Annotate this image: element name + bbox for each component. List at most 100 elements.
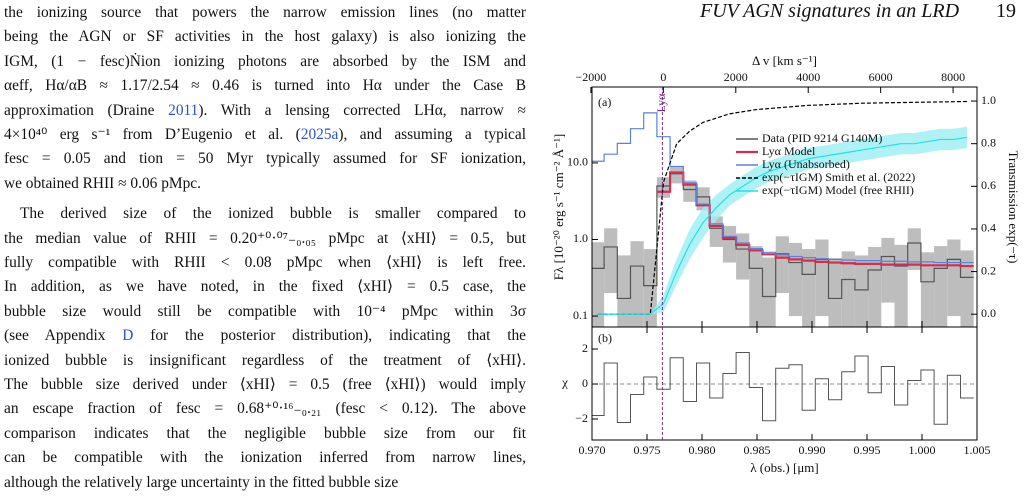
text-line: In addition, as we have noted, in the fi… — [4, 278, 526, 296]
y-tick-label: 0 — [582, 376, 588, 390]
text-line: fesc = 0.05 and tion = 50 Myr typically … — [4, 150, 526, 168]
y2-tick-label: 0.0 — [981, 306, 996, 320]
error-band — [670, 166, 684, 184]
panel-a-plot — [592, 100, 974, 327]
text-segment: (see Appendix — [4, 327, 123, 345]
error-band — [854, 255, 869, 327]
panel-label: (a) — [598, 95, 611, 109]
x2-tick-label: 6000 — [869, 70, 893, 84]
x-tick-label: 0.995 — [854, 443, 881, 457]
x-tick-label: 1.000 — [909, 443, 936, 457]
y-tick-label: 2 — [582, 341, 588, 355]
x-tick-label: 0.990 — [799, 443, 826, 457]
error-band — [947, 239, 961, 317]
text-line: approximation (Draine 2011). With a lens… — [4, 101, 526, 121]
legend-label: Lyα (Unabsorbed) — [762, 157, 850, 171]
legend-label: Lyα Model — [762, 144, 816, 158]
text-line: we obtained RHII ≈ 0.06 pMpc. — [4, 174, 201, 192]
y2-tick-label: 1.0 — [981, 93, 996, 107]
legend-label: Data (PID 9214 G140M) — [762, 131, 882, 145]
error-band — [881, 237, 895, 303]
x2-tick-label: 4000 — [796, 70, 820, 84]
text-segment: 4×10⁴⁰ erg s⁻¹ from D’Eugenio et al. ( — [4, 126, 301, 143]
series-line — [597, 136, 968, 315]
text-line: an escape fraction of fesc = 0.68⁺⁰·¹⁶₋₀… — [4, 400, 526, 418]
error-band — [815, 239, 829, 317]
x-tick-label: 0.980 — [689, 443, 716, 457]
text-line: bubble size would still be compatible wi… — [4, 302, 526, 320]
y-tick-label: 1.0 — [573, 231, 588, 245]
error-band — [960, 250, 974, 327]
running-title: FUV AGN signatures in an LRD — [700, 0, 960, 22]
series-line — [592, 352, 974, 425]
x2-tick-label: −2000 — [576, 70, 607, 84]
x2-tick-label: 2000 — [724, 70, 748, 84]
legend-label: exp(−τIGM) Model (free RHII) — [762, 183, 914, 197]
text-line: 4×10⁴⁰ erg s⁻¹ from D’Eugenio et al. (20… — [4, 125, 526, 145]
text-line: ionized bubble is insignificant regardle… — [4, 351, 526, 369]
y2-tick-label: 0.2 — [981, 263, 996, 277]
y-tick-label: 10.0 — [567, 155, 588, 169]
panel-b-frame — [591, 326, 978, 441]
x2-tick-label: 8000 — [941, 70, 965, 84]
text-line: comparison indicates that the negligible… — [4, 424, 526, 442]
text-line: (see Appendix D for the posterior distri… — [4, 326, 526, 346]
error-band — [683, 180, 697, 202]
x-tick-label: 1.005 — [964, 443, 991, 457]
error-band — [643, 249, 657, 327]
text-segment: for the posterior distribution), indicat… — [133, 327, 526, 345]
error-band — [722, 226, 737, 263]
x-tick-label: 0.985 — [744, 443, 771, 457]
series-line — [592, 112, 974, 264]
y-tick-label: 0.1 — [573, 308, 588, 322]
y-axis-label: χ — [561, 374, 568, 389]
error-band — [828, 258, 842, 327]
series-line — [592, 173, 974, 300]
text-line: fully compatible with RHII < 0.08 pMpc w… — [4, 254, 526, 271]
x-tick-label: 0.975 — [634, 443, 661, 457]
citation-link[interactable]: D — [122, 327, 134, 345]
error-band — [802, 249, 816, 327]
text-line: being the AGN or SF activities in the ho… — [4, 28, 526, 46]
error-band — [749, 246, 763, 327]
error-band — [762, 257, 776, 327]
error-band — [617, 255, 631, 327]
text-line: the ionizing source that powers the narr… — [4, 4, 526, 21]
y2-tick-label: 0.8 — [981, 135, 996, 149]
citation-link[interactable]: 2025a — [300, 126, 339, 143]
x-axis-label: λ (obs.) [μm] — [750, 460, 819, 475]
legend-label: exp(−τIGM) Smith et al. (2022) — [762, 170, 915, 184]
error-band — [788, 242, 803, 317]
text-segment: ). With a lensing corrected LHα, narrow … — [198, 101, 527, 119]
x2-tick-label: 0 — [660, 70, 666, 84]
error-band — [775, 236, 789, 294]
text-line: IGM, (1 − fesc)Ṅion ionizing photons are… — [4, 52, 526, 70]
text-line: The bubble size derived under ⟨xHI⟩ = 0.… — [4, 376, 526, 393]
y-axis-label: Fλ [10⁻²⁰ erg s⁻¹ cm⁻² Å⁻¹] — [551, 134, 566, 280]
y2-axis-label: Transmission exp(−τ) — [1006, 151, 1021, 264]
y2-tick-label: 0.6 — [981, 178, 996, 192]
panel-label: (b) — [598, 331, 612, 345]
lya-label: Lyα — [654, 93, 668, 113]
text-segment: ), and assuming a typical — [338, 126, 526, 143]
text-line: The derived size of the ionized bubble i… — [20, 205, 526, 223]
error-band — [630, 241, 644, 327]
citation-link[interactable]: 2011 — [168, 101, 199, 119]
error-band — [597, 126, 968, 315]
series-line — [597, 100, 968, 315]
text-line: αeff, Hα/αB ≈ 1.17/2.54 ≈ 0.46 is turned… — [4, 77, 526, 95]
error-band — [920, 252, 935, 327]
y-tick-label: −2 — [575, 411, 588, 425]
error-band — [604, 228, 618, 294]
panel-b-plot — [592, 352, 977, 425]
text-line: although the relatively large uncertaint… — [4, 473, 399, 491]
y2-tick-label: 0.4 — [981, 221, 996, 235]
x-tick-label: 0.970 — [579, 443, 606, 457]
text-line: can be compatible with the ionization in… — [4, 449, 526, 467]
error-band — [868, 246, 882, 327]
x2-axis-label: Δ v [km s⁻¹] — [752, 53, 817, 68]
text-line: the median value of RHII = 0.20⁺⁰·⁰⁷₋₀.₀… — [4, 229, 526, 247]
error-band — [841, 251, 855, 327]
